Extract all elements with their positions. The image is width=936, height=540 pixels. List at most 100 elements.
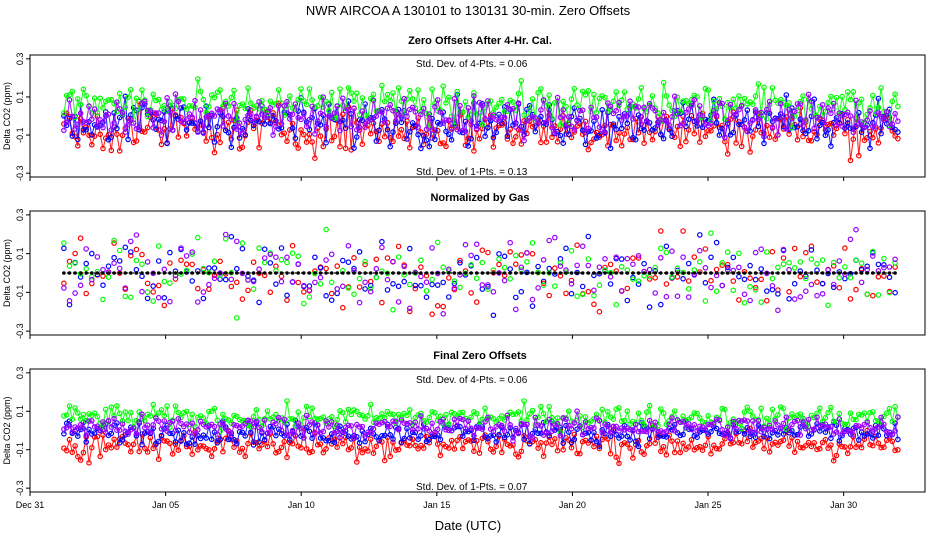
panel-final-gas1-point <box>136 448 143 455</box>
panel-after-cal-gas4-point <box>91 106 98 112</box>
panel-after-cal-gas4-point <box>292 101 299 107</box>
panel-final-gas3-point <box>206 408 212 415</box>
panel-after-cal-gas4-point <box>443 117 449 123</box>
panel-final-gas2-point <box>761 433 767 440</box>
panel-final-gas4-point <box>289 427 296 434</box>
panel-after-cal-gas2-point <box>652 125 659 131</box>
panel-normalized-gas2-point <box>886 274 893 281</box>
panel-after-cal-ylabel: Delta CO2 (ppm) <box>2 82 12 150</box>
panel-final-gas2-point <box>379 432 385 439</box>
panel-normalized-normalized-point <box>62 271 66 275</box>
panel-normalized-gas3-point <box>317 281 324 287</box>
panel-after-cal-gas3-point <box>892 91 898 98</box>
panel-final-gas2-point <box>789 427 795 434</box>
panel-after-cal-gas2-point <box>409 120 416 126</box>
panel-normalized-gas1-point <box>674 274 681 280</box>
panel-final-gas1-point <box>125 441 131 448</box>
panel-normalized-normalized-point <box>664 271 669 275</box>
panel-final-gas2-point <box>635 443 642 450</box>
panel-after-cal-gas4-point <box>741 124 748 131</box>
panel-final-gas3-point <box>521 398 527 404</box>
panel-normalized-gas4-point <box>144 259 151 265</box>
panel-after-cal-gas1-point <box>554 139 561 145</box>
panel-after-cal-gas4-point <box>777 101 784 107</box>
panel-normalized-gas3-point <box>524 258 530 265</box>
panel-after-cal-gas2-point <box>351 145 357 151</box>
panel-normalized-gas3-point <box>100 296 106 303</box>
panel-final-gas3-point <box>515 409 522 415</box>
panel-after-cal-gas3-point <box>613 89 620 95</box>
panel-after-cal-gas2-point <box>384 126 391 133</box>
panel-final-gas1-point <box>77 457 84 463</box>
panel-normalized-gas1-point <box>607 261 614 268</box>
panel-after-cal-gas3-point <box>610 98 617 105</box>
panel-normalized-normalized-point <box>480 271 485 275</box>
panel-normalized-gas4-point <box>133 232 140 238</box>
panel-final-gas1-point <box>142 445 148 452</box>
panel-final-gas1-point <box>660 443 667 450</box>
panel-after-cal-gas3-point <box>535 89 541 96</box>
panel-final-gas4-point <box>789 421 795 428</box>
panel-after-cal-gas4-point <box>805 91 812 98</box>
panel-normalized-gas3-point <box>295 253 302 260</box>
panel-after-cal-gas2-point <box>646 120 653 126</box>
panel-normalized-normalized-point <box>134 271 139 275</box>
panel-final-gas4-point <box>395 426 402 433</box>
panel-normalized-gas4-point <box>161 266 168 273</box>
panel-final-gas1-point <box>507 443 514 449</box>
panel-final-gas4-point <box>317 429 324 436</box>
panel-final-gas1-point <box>694 444 700 451</box>
panel-final-gas1-point <box>777 438 784 445</box>
panel-normalized-gas2-point <box>267 260 274 266</box>
panel-final-ytick-label: 0.1 <box>15 405 25 418</box>
panel-after-cal-gas4-point <box>713 112 720 119</box>
panel-normalized-normalized-point <box>402 271 406 275</box>
panel-after-cal-gas4-point <box>217 107 223 113</box>
panel-normalized-gas3-point <box>278 256 285 263</box>
panel-final-gas4-point <box>273 420 279 427</box>
panel-normalized-gas2-point <box>339 257 346 264</box>
panel-final-gas2-point <box>772 427 779 434</box>
panel-after-cal-gas1-point <box>323 126 329 132</box>
panel-normalized-gas4-point <box>869 253 876 259</box>
panel-normalized-gas1-point <box>507 249 514 255</box>
panel-final-gas1-point <box>864 427 871 434</box>
panel-final-gas1-point <box>613 454 620 461</box>
panel-after-cal-gas1-point <box>317 133 324 139</box>
panel-final-gas4-point <box>669 415 675 421</box>
panel-after-cal-gas2-point <box>802 130 809 137</box>
panel-after-cal-gas3-point <box>379 82 385 89</box>
panel-normalized-gas3-point <box>719 259 726 266</box>
panel-normalized-normalized-point <box>78 271 83 275</box>
panel-after-cal-gas1-point <box>158 141 165 148</box>
panel-after-cal-gas4-point <box>303 123 310 130</box>
panel-normalized-gas3-point <box>802 275 809 282</box>
panel-normalized-gas4-point <box>312 279 318 286</box>
panel-final-gas4-point <box>91 424 98 430</box>
panel-normalized-normalized-point <box>474 271 479 275</box>
panel-final-gas3-point <box>498 413 505 419</box>
panel-normalized-normalized-point <box>301 271 306 275</box>
panel-normalized-gas1-point <box>808 243 815 250</box>
panel-final-gas1-point <box>549 441 555 448</box>
panel-final-gas2-point <box>493 439 500 445</box>
panel-normalized-gas3-point <box>674 265 681 272</box>
panel-final-gas4-point <box>582 419 589 425</box>
panel-normalized-gas2-point <box>875 261 882 268</box>
panel-normalized-gas4-point <box>295 261 302 268</box>
panel-normalized-gas3-point <box>529 240 536 246</box>
panel-after-cal-gas4-point <box>309 103 315 110</box>
panel-final-gas1-point <box>155 456 162 463</box>
panel-normalized-normalized-point <box>184 271 189 275</box>
panel-final-gas1-point <box>607 450 614 457</box>
panel-after-cal-gas4-point <box>468 121 474 128</box>
panel-normalized-gas2-point <box>819 280 826 287</box>
panel-normalized-gas1-point <box>77 235 84 242</box>
panel-final-gas2-point <box>108 430 115 437</box>
panel-normalized-gas1-point <box>457 257 463 264</box>
panel-final-gas1-point <box>895 446 901 453</box>
panel-normalized-gas1-point <box>591 301 597 308</box>
panel-final-gas1-point <box>858 444 865 451</box>
panel-normalized-gas1-point <box>373 256 380 263</box>
panel-normalized-gas2-point <box>635 281 642 288</box>
